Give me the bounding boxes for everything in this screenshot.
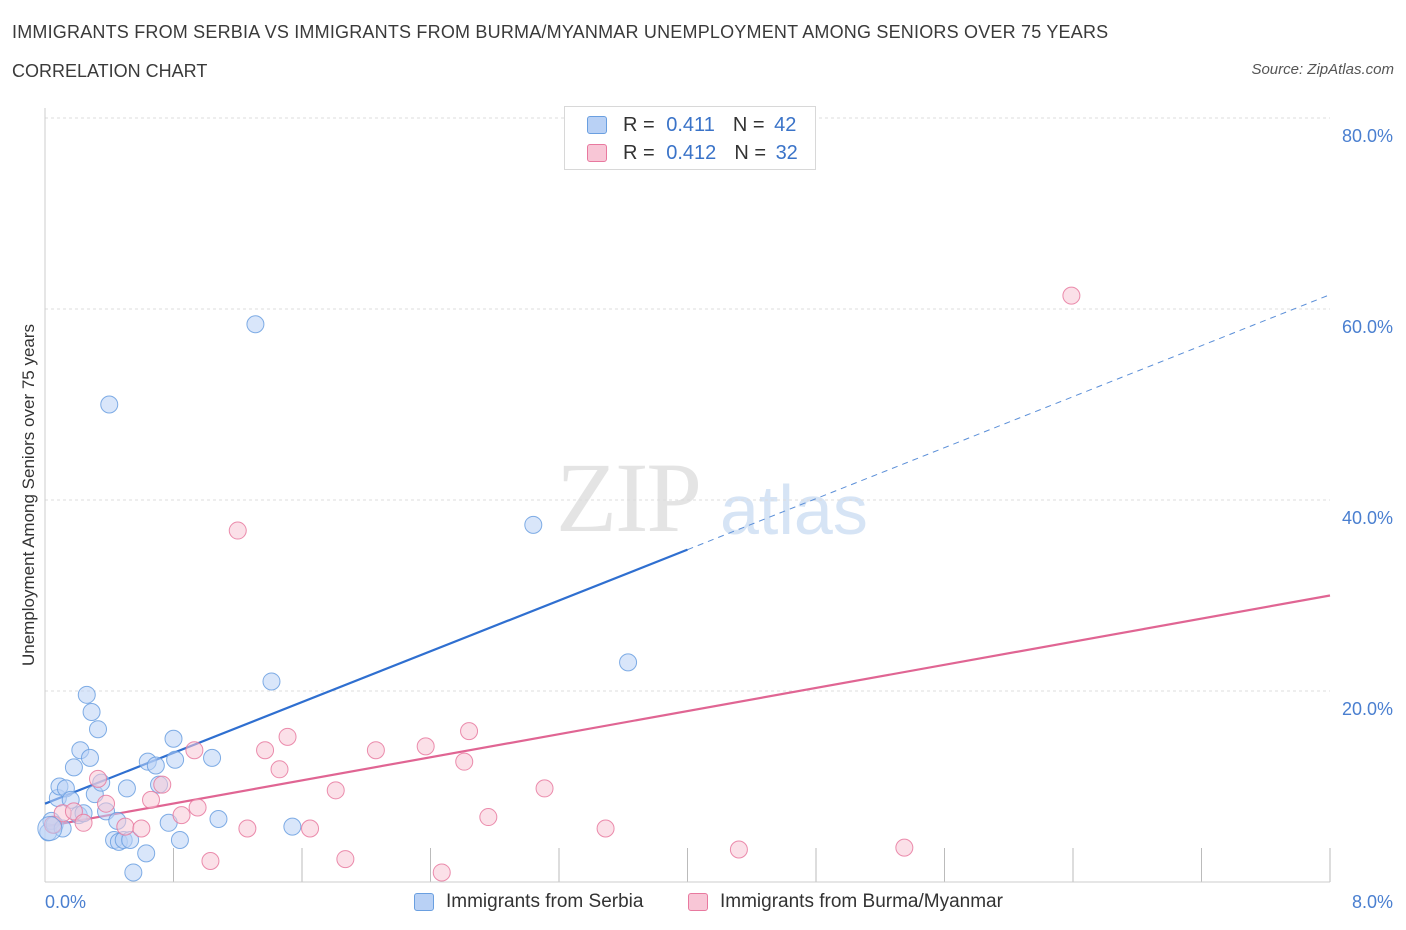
burma-point xyxy=(596,819,615,838)
burma-point xyxy=(455,752,474,771)
y-axis-title: Unemployment Among Seniors over 75 years xyxy=(19,324,38,666)
burma-point xyxy=(142,790,161,809)
serbia-point xyxy=(246,315,265,334)
burma-point xyxy=(238,819,257,838)
serbia-point xyxy=(100,395,119,414)
serbia-point xyxy=(166,750,185,769)
serbia-point xyxy=(80,748,99,767)
chart-subtitle: CORRELATION CHART xyxy=(12,61,208,81)
burma-point xyxy=(185,741,204,760)
burma-point xyxy=(326,781,345,800)
burma-point xyxy=(188,798,207,817)
burma-r-value: 0.412 xyxy=(666,141,717,164)
legend-item-burma[interactable]: Immigrants from Burma/Myanmar xyxy=(688,888,1003,916)
burma-point xyxy=(172,806,191,825)
burma-legend-label: Immigrants from Burma/Myanmar xyxy=(720,891,1003,912)
x-tick-label: 0.0% xyxy=(45,892,86,912)
burma-point xyxy=(535,779,554,798)
burma-trend-line xyxy=(44,594,1331,828)
legend-row-serbia: R = 0.411 N = 42 xyxy=(587,112,796,138)
serbia-point xyxy=(146,756,165,775)
source-credit: Source: ZipAtlas.com xyxy=(1251,61,1394,78)
burma-point xyxy=(153,775,172,794)
axes xyxy=(44,108,1331,883)
burma-point xyxy=(1062,286,1081,305)
y-tick-label: 60.0% xyxy=(1342,317,1393,337)
serbia-legend-label: Immigrants from Serbia xyxy=(446,891,644,912)
burma-swatch xyxy=(587,144,607,162)
burma-point xyxy=(336,850,355,869)
burma-n-label: N = xyxy=(734,141,772,164)
burma-point xyxy=(895,838,914,857)
serbia-trend-extension xyxy=(687,294,1331,551)
trend-lines xyxy=(44,294,1331,828)
serbia-n-value: 42 xyxy=(774,113,797,136)
serbia-n-label: N = xyxy=(732,113,771,136)
legend-item-serbia[interactable]: Immigrants from Serbia xyxy=(414,888,643,916)
burma-point xyxy=(64,802,83,821)
burma-point xyxy=(479,808,498,827)
serbia-swatch xyxy=(587,116,607,134)
serbia-r-label: R = xyxy=(623,113,661,136)
chart-title: IMMIGRANTS FROM SERBIA VS IMMIGRANTS FRO… xyxy=(12,22,1109,42)
burma-point xyxy=(416,737,435,756)
burma-point xyxy=(301,819,320,838)
burma-point xyxy=(97,794,116,813)
serbia-point xyxy=(64,758,83,777)
serbia-point xyxy=(137,844,156,863)
grid-lines xyxy=(45,117,1330,692)
stats-legend: R = 0.411 N = 42 R = 0.412 N = 32 xyxy=(564,106,816,170)
burma-point xyxy=(278,727,297,746)
y-tick-label: 20.0% xyxy=(1342,699,1393,719)
serbia-point xyxy=(524,515,543,534)
serbia-r-value: 0.411 xyxy=(666,113,715,136)
x-tick-label: 8.0% xyxy=(1352,892,1393,912)
burma-point xyxy=(228,521,247,540)
burma-point xyxy=(270,760,289,779)
burma-point xyxy=(132,819,151,838)
burma-r-label: R = xyxy=(623,141,661,164)
watermark-zip: ZIP xyxy=(556,442,702,553)
burma-point xyxy=(729,840,748,859)
burma-point xyxy=(116,817,135,836)
burma-point xyxy=(432,863,451,882)
serbia-point xyxy=(124,863,143,882)
burma-point xyxy=(89,769,108,788)
burma-legend-swatch xyxy=(688,893,708,911)
burma-n-value: 32 xyxy=(775,141,798,164)
serbia-point xyxy=(283,817,302,836)
data-points xyxy=(37,286,1081,882)
burma-point xyxy=(460,722,479,741)
serbia-point xyxy=(203,748,222,767)
y-tick-label: 40.0% xyxy=(1342,508,1393,528)
burma-point xyxy=(201,851,220,870)
serbia-point xyxy=(77,685,96,704)
serbia-legend-swatch xyxy=(414,893,434,911)
serbia-point xyxy=(619,653,638,672)
burma-point xyxy=(256,741,275,760)
serbia-point xyxy=(164,729,183,748)
burma-point xyxy=(366,741,385,760)
serbia-point xyxy=(209,809,228,828)
legend-row-burma: R = 0.412 N = 32 xyxy=(587,140,798,166)
serbia-point xyxy=(262,672,281,691)
serbia-point xyxy=(170,830,189,849)
serbia-point xyxy=(82,703,101,722)
watermark-atlas: atlas xyxy=(720,471,868,549)
serbia-point xyxy=(89,720,108,739)
y-tick-label: 80.0% xyxy=(1342,126,1393,146)
serbia-point xyxy=(117,779,136,798)
serbia-point xyxy=(37,816,63,842)
burma-point xyxy=(74,813,93,832)
tick-labels: 20.0% 40.0% 60.0% 80.0% 0.0% 8.0% xyxy=(45,126,1393,912)
